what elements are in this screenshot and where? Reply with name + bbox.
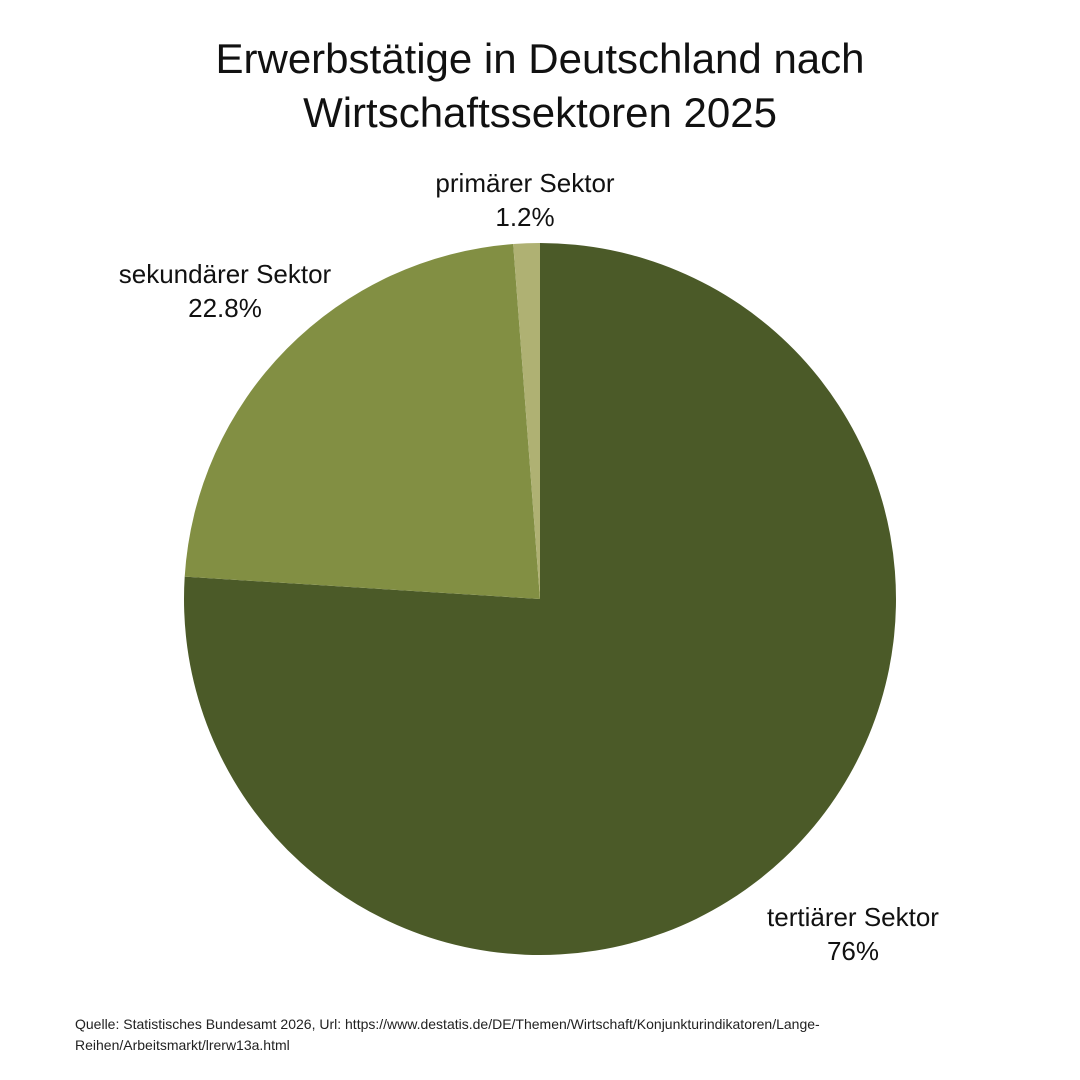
slice-label-primaer-value: 1.2%: [495, 202, 555, 232]
pie-slice-sekundaer: [184, 244, 540, 600]
source-note: Quelle: Statistisches Bundesamt 2026, Ur…: [75, 1014, 1005, 1056]
slice-label-primaer: primärer Sektor 1.2%: [395, 166, 655, 234]
slice-label-sekundaer-value: 22.8%: [188, 293, 262, 323]
pie-slice-tertiaer: [183, 243, 896, 955]
pie-slice-primaer: [513, 243, 540, 599]
slice-label-sekundaer: sekundärer Sektor 22.8%: [85, 257, 365, 325]
chart-title-line-2: Wirtschaftssektoren 2025: [303, 89, 777, 136]
slice-label-tertiaer: tertiärer Sektor 76%: [722, 900, 984, 968]
slice-label-tertiaer-value: 76%: [826, 936, 880, 966]
slice-label-sekundaer-name: sekundärer Sektor: [118, 259, 332, 289]
slice-label-tertiaer-name: tertiärer Sektor: [767, 902, 939, 932]
source-line-2: Reihen/Arbeitsmarkt/lrerw13a.html: [75, 1037, 290, 1053]
chart-title-line-1: Erwerbstätige in Deutschland nach: [215, 35, 865, 82]
slice-label-primaer-name: primärer Sektor: [435, 168, 615, 198]
source-line-1: Quelle: Statistisches Bundesamt 2026, Ur…: [75, 1016, 820, 1032]
chart-title: Erwerbstätige in Deutschland nach Wirtsc…: [0, 32, 1080, 140]
